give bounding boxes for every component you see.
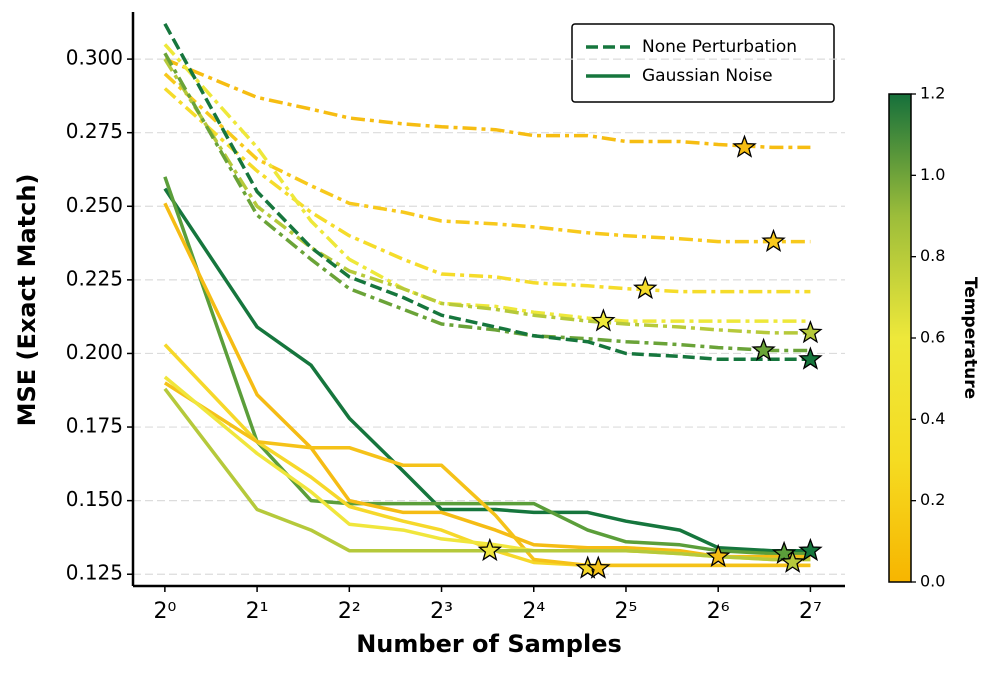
series-line bbox=[163, 387, 811, 562]
colorbar-tick-label: 1.0 bbox=[920, 165, 945, 184]
best-marker bbox=[771, 540, 797, 565]
x-tick-label: 2⁵ bbox=[615, 599, 638, 624]
colorbar-tick-label: 0.2 bbox=[920, 490, 945, 509]
colorbar-label: Temperature bbox=[960, 277, 980, 399]
colorbar-tick-label: 0.4 bbox=[920, 409, 945, 428]
series-line bbox=[163, 43, 811, 323]
best-marker bbox=[732, 134, 757, 158]
colorbar-tick-label: 0.8 bbox=[920, 246, 945, 265]
x-tick-label: 2⁰ bbox=[153, 599, 176, 624]
legend-label: None Perturbation bbox=[642, 37, 797, 57]
best-marker bbox=[798, 320, 823, 344]
y-axis-label: MSE (Exact Match) bbox=[13, 174, 41, 427]
best-marker bbox=[798, 346, 823, 370]
y-tick-label: 0.250 bbox=[66, 193, 123, 217]
y-tick-label: 0.225 bbox=[66, 266, 123, 290]
best-marker bbox=[633, 275, 658, 300]
series-line bbox=[163, 52, 811, 353]
colorbar-tick-label: 0.0 bbox=[920, 572, 945, 591]
x-tick-label: 2⁶ bbox=[707, 599, 730, 624]
best-marker bbox=[586, 555, 611, 579]
best-marker bbox=[477, 537, 503, 562]
y-tick-label: 0.175 bbox=[66, 414, 123, 438]
series-line bbox=[163, 381, 811, 568]
series-line bbox=[164, 57, 811, 150]
series-line bbox=[163, 58, 811, 335]
x-tick-label: 2³ bbox=[430, 599, 453, 624]
series-line bbox=[163, 187, 811, 553]
colorbar-tick-label: 0.6 bbox=[920, 328, 945, 347]
y-tick-label: 0.150 bbox=[66, 487, 123, 511]
best-marker bbox=[591, 308, 616, 332]
best-marker bbox=[798, 537, 823, 562]
series-line bbox=[163, 87, 811, 294]
legend-box bbox=[571, 23, 835, 103]
x-tick-label: 2² bbox=[338, 599, 361, 624]
best-marker bbox=[761, 228, 786, 253]
best-marker bbox=[780, 549, 805, 573]
series-line bbox=[163, 375, 811, 562]
x-tick-label: 2⁴ bbox=[522, 599, 545, 624]
x-tick-label: 2⁷ bbox=[799, 599, 822, 624]
y-tick-label: 0.200 bbox=[66, 340, 123, 364]
best-marker bbox=[751, 337, 776, 361]
y-tick-label: 0.300 bbox=[66, 46, 123, 70]
series-line bbox=[163, 176, 811, 556]
y-tick-label: 0.125 bbox=[66, 561, 123, 585]
best-marker bbox=[705, 543, 731, 568]
colorbar bbox=[888, 93, 912, 583]
colorbar-tick-label: 1.2 bbox=[920, 84, 945, 103]
series-line bbox=[163, 22, 811, 362]
legend-label: Gaussian Noise bbox=[642, 66, 773, 86]
x-axis-label: Number of Samples bbox=[356, 630, 622, 658]
x-tick-label: 2¹ bbox=[246, 599, 269, 624]
series-line bbox=[163, 72, 811, 244]
y-tick-label: 0.275 bbox=[66, 119, 123, 143]
